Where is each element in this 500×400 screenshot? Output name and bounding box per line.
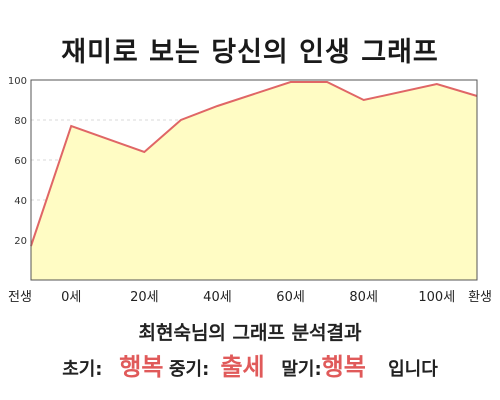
mid-label: 중기: <box>168 359 210 380</box>
x-tick-label: 60세 <box>276 290 305 305</box>
result-summary: 초기: 행복 중기: 출세 말기:행복 입니다 <box>0 347 500 382</box>
x-tick-label: 40세 <box>203 290 232 305</box>
y-tick-label: 40 <box>14 196 27 207</box>
early-value: 행복 <box>119 353 164 381</box>
x-tick-label: 80세 <box>349 290 378 305</box>
y-tick-label: 100 <box>8 76 27 87</box>
result-subtitle: 최현숙님의 그래프 분석결과 <box>138 322 362 344</box>
plot-border <box>30 79 478 281</box>
chart-title: 재미로 보는 당신의 인생 그래프 <box>61 37 439 68</box>
x-tick-label: 100세 <box>418 290 455 305</box>
area-fill <box>31 82 477 280</box>
early-label: 초기: <box>62 359 103 380</box>
series-line <box>30 81 478 247</box>
late-label: 말기: <box>281 359 322 380</box>
x-tick-label: 20세 <box>130 290 159 305</box>
x-tick-label: 환생 <box>468 290 492 305</box>
x-tick-label: 0세 <box>61 290 81 305</box>
y-axis-ticks: 20 40 60 80 100 <box>8 76 27 247</box>
y-tick-label: 60 <box>14 156 27 167</box>
late-value: 행복 <box>321 353 366 381</box>
y-tick-label: 80 <box>14 116 27 127</box>
x-axis-ticks: 전생 0세 20세 40세 60세 80세 100세 환생 <box>8 290 492 305</box>
x-tick-label: 전생 <box>8 290 32 305</box>
y-tick-label: 20 <box>14 236 27 247</box>
ending-text: 입니다 <box>388 359 438 380</box>
mid-value: 출세 <box>220 353 265 381</box>
